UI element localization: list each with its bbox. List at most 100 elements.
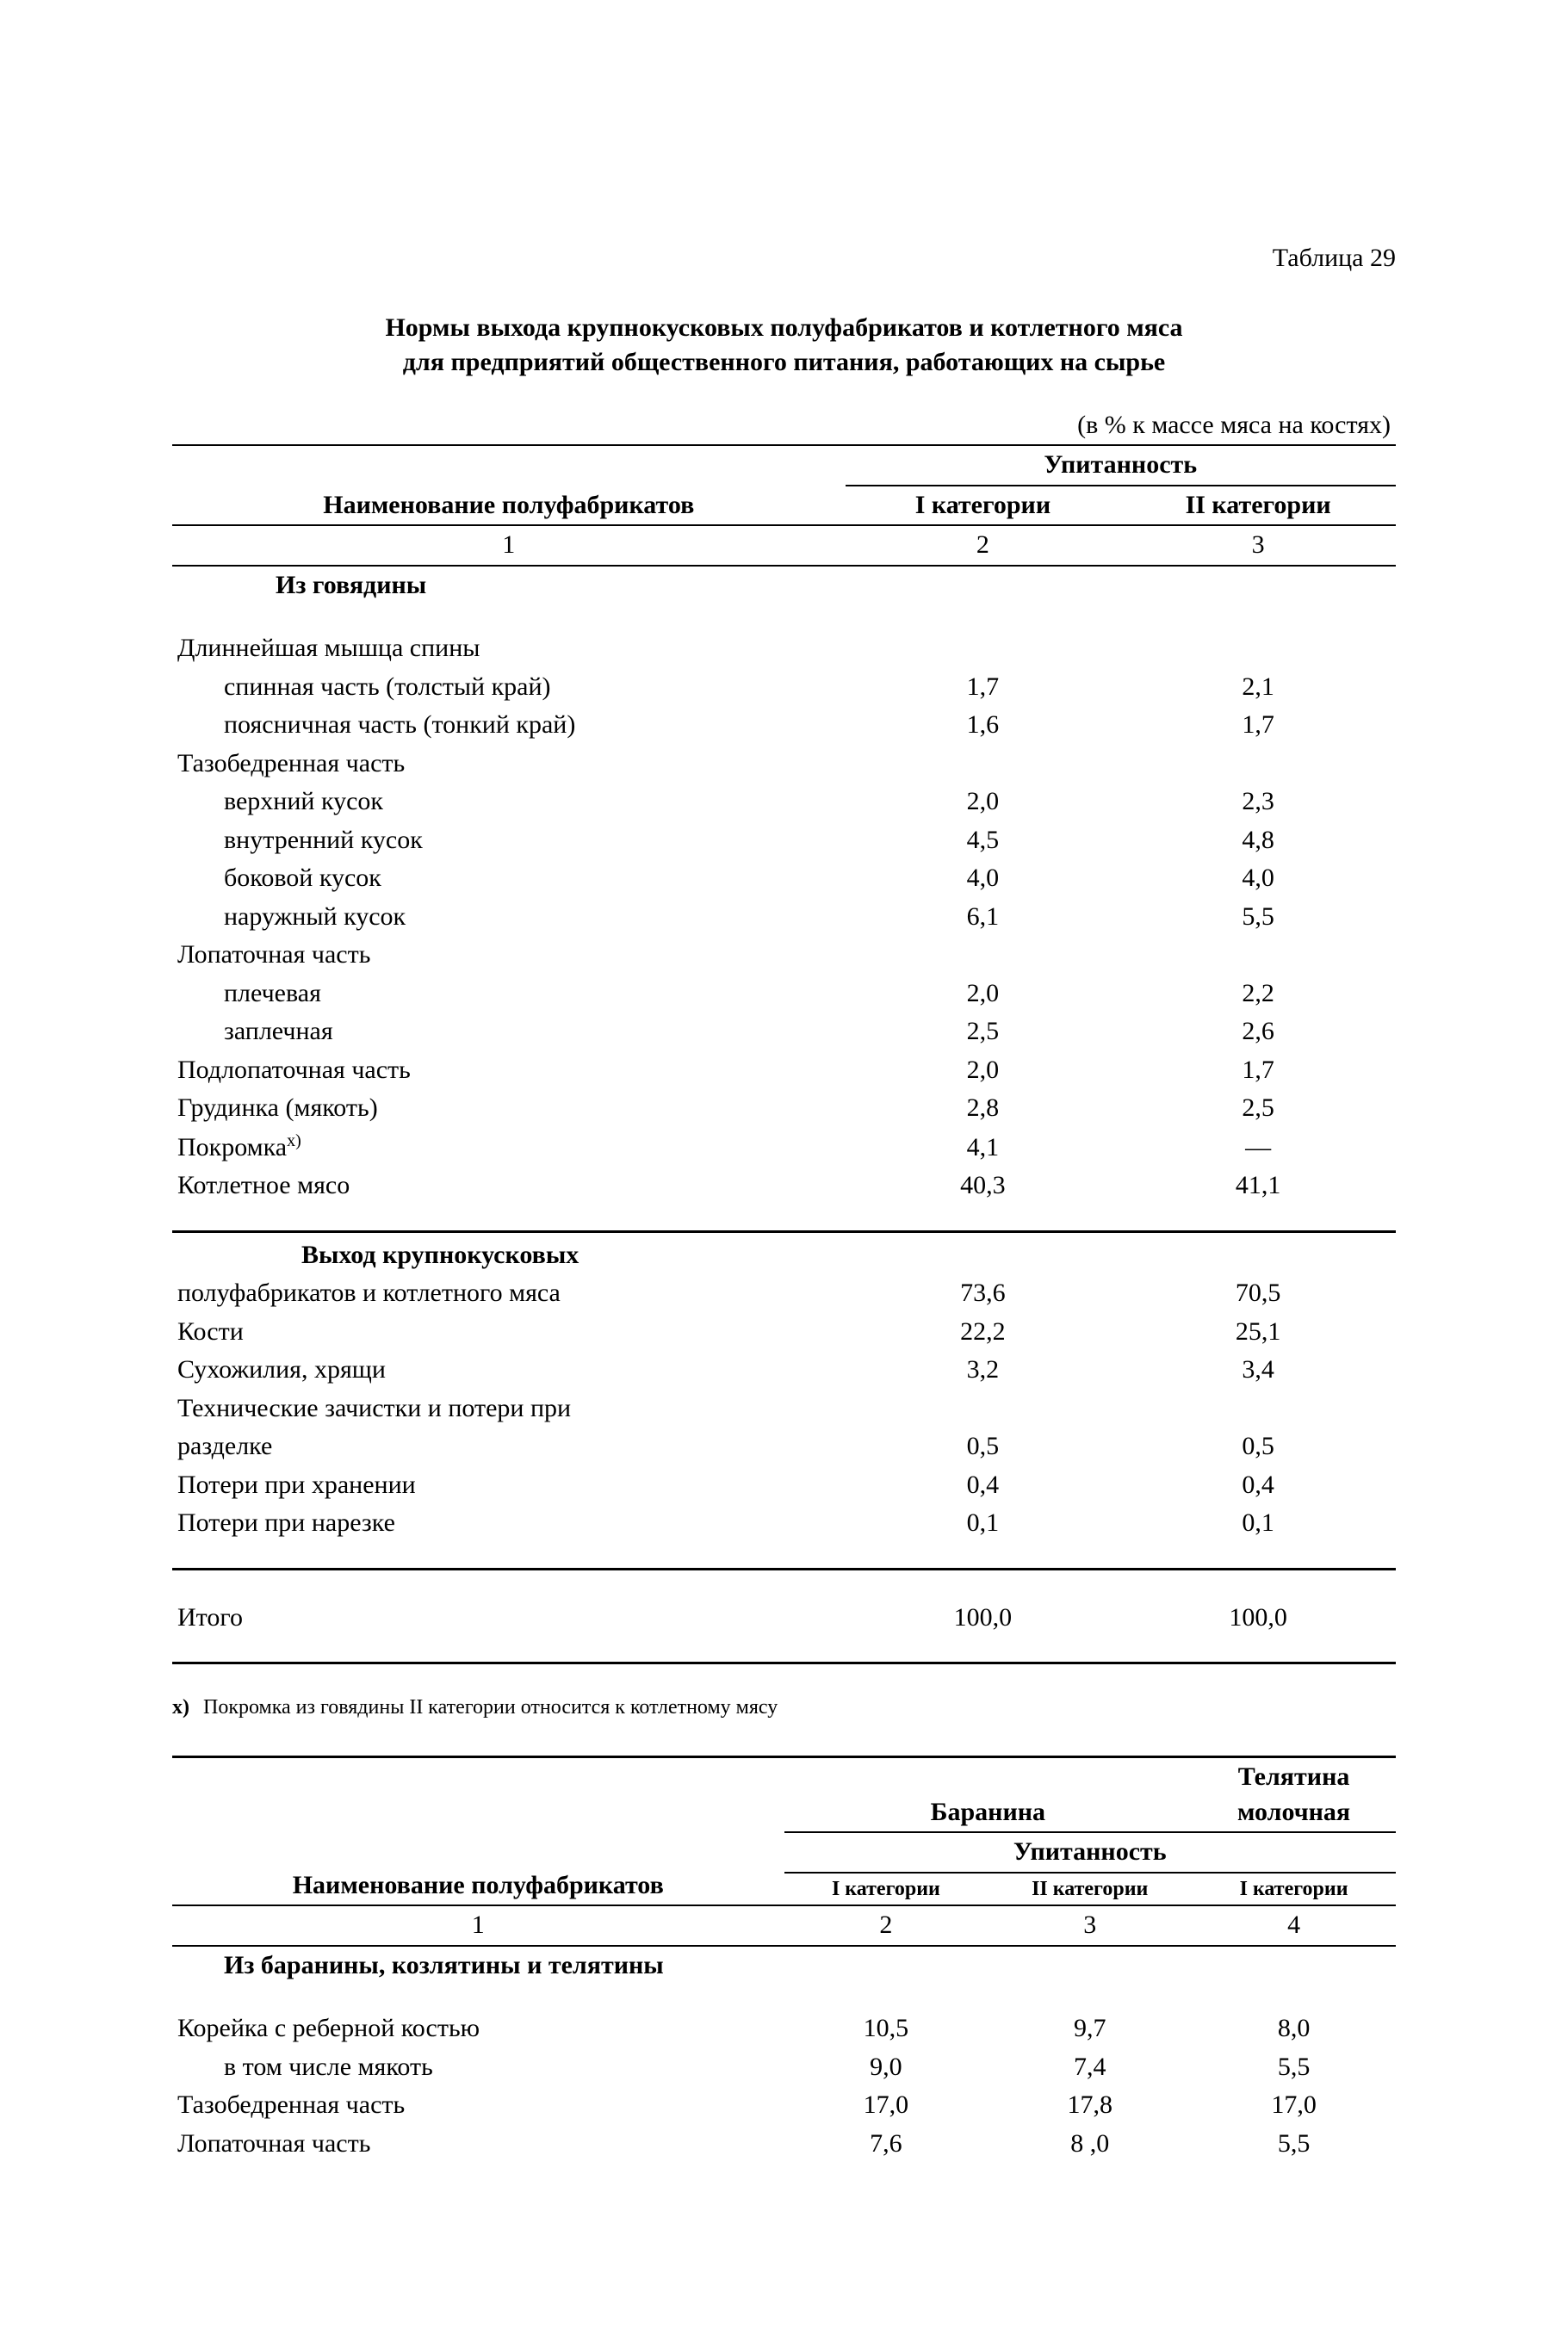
page: Таблица 29 Нормы выхода крупнокусковых п… xyxy=(0,0,1568,2335)
table-cell: 17,8 xyxy=(988,2086,1192,2125)
t2-section: Из баранины, козлятины и телятины xyxy=(172,1946,784,1985)
total-label: Итого xyxy=(172,1599,846,1638)
t2-th-top1: Баранина xyxy=(784,1757,1193,1833)
table-row-label: поясничная часть (тонкий край) xyxy=(172,706,846,745)
table-cell: 1,7 xyxy=(1120,706,1396,745)
table-cell: 0,5 xyxy=(1120,1428,1396,1466)
table-row-label: разделке xyxy=(172,1428,846,1466)
title-line2: для предприятий общественного питания, р… xyxy=(403,348,1166,376)
table-row-label: спинная часть (толстый край) xyxy=(172,668,846,707)
table-cell: 4,5 xyxy=(846,821,1121,860)
table-cell: 2,0 xyxy=(846,1051,1121,1090)
table-cell: 2,2 xyxy=(1120,975,1396,1013)
table-cell: 2,5 xyxy=(1120,1089,1396,1128)
table-cell: 0,1 xyxy=(1120,1504,1396,1543)
table-row-label: Потери при нарезке xyxy=(172,1504,846,1543)
t2-colnum-3: 3 xyxy=(988,1905,1192,1946)
section-output-1: Выход крупнокусковых xyxy=(172,1236,846,1275)
table-cell: 7,4 xyxy=(988,2048,1192,2087)
table-cell: 4,0 xyxy=(1120,859,1396,898)
table-cell: 4,0 xyxy=(846,859,1121,898)
table-row-label: Длиннейшая мышца спины xyxy=(172,629,846,668)
table-cell: 10,5 xyxy=(784,2010,989,2048)
table-cell: 0,4 xyxy=(846,1466,1121,1505)
table-row-label: заплечная xyxy=(172,1013,846,1051)
table-cell xyxy=(846,936,1121,975)
table-row-label: плечевая xyxy=(172,975,846,1013)
table-cell: 7,6 xyxy=(784,2125,989,2164)
table-row-label: Потери при хранении xyxy=(172,1466,846,1505)
table-row-label: Корейка с реберной костью xyxy=(172,2010,784,2048)
table-row-label: Кости xyxy=(172,1313,846,1352)
table-cell xyxy=(846,745,1121,783)
section-beef: Из говядины xyxy=(172,566,846,605)
table-row-label: Сухожилия, хрящи xyxy=(172,1351,846,1390)
table-row-label: Тазобедренная часть xyxy=(172,2086,784,2125)
table-row-label: Котлетное мясо xyxy=(172,1167,846,1205)
table-cell: — xyxy=(1120,1128,1396,1168)
t2-colnum-4: 4 xyxy=(1192,1905,1396,1946)
table-cell xyxy=(1120,936,1396,975)
table-row-label: верхний кусок xyxy=(172,783,846,821)
table-cell: 2,8 xyxy=(846,1089,1121,1128)
table-cell: 2,0 xyxy=(846,975,1121,1013)
title-line1: Нормы выхода крупнокусковых полуфабрикат… xyxy=(385,313,1182,342)
table-cell xyxy=(1120,745,1396,783)
table-row-label: Грудинка (мякоть) xyxy=(172,1089,846,1128)
total-v2: 100,0 xyxy=(1120,1599,1396,1638)
table-cell: 41,1 xyxy=(1120,1167,1396,1205)
table-cell: 9,0 xyxy=(784,2048,989,2087)
table-row-label: Подлопаточная часть xyxy=(172,1051,846,1090)
table-number: Таблица 29 xyxy=(172,241,1396,276)
table-cell: 5,5 xyxy=(1120,898,1396,937)
table-cell: 3,4 xyxy=(1120,1351,1396,1390)
t2-th-c1: I категории xyxy=(784,1873,989,1905)
t2-th-c3: I категории xyxy=(1192,1873,1396,1905)
t2-th-c2: II категории xyxy=(988,1873,1192,1905)
table-cell: 2,5 xyxy=(846,1013,1121,1051)
table-cell: 1,7 xyxy=(846,668,1121,707)
table-cell: 2,0 xyxy=(846,783,1121,821)
footnote: х) Покромка из говядины II категории отн… xyxy=(172,1694,1396,1721)
table-row-label: внутренний кусок xyxy=(172,821,846,860)
table-cell: 1,7 xyxy=(1120,1051,1396,1090)
table-cell: 8 ,0 xyxy=(988,2125,1192,2164)
table-row-label: наружный кусок xyxy=(172,898,846,937)
table-cell xyxy=(846,629,1121,668)
table-cell: 0,1 xyxy=(846,1504,1121,1543)
table-cell: 2,3 xyxy=(1120,783,1396,821)
table-cell: 4,8 xyxy=(1120,821,1396,860)
t2-th-group: Упитанность xyxy=(784,1832,1397,1873)
table-row-label: Лопаточная часть xyxy=(172,2125,784,2164)
table-cell: 6,1 xyxy=(846,898,1121,937)
section-output-2: полуфабрикатов и котлетного мяса xyxy=(172,1274,846,1313)
table-cell: 17,0 xyxy=(784,2086,989,2125)
table-row-label: Лопаточная часть xyxy=(172,936,846,975)
table-cell: 25,1 xyxy=(1120,1313,1396,1352)
table-row-label: Покромках) xyxy=(172,1128,846,1168)
unit-note: (в % к массе мяса на костях) xyxy=(846,406,1396,446)
t2-th-name: Наименование полуфабрикатов xyxy=(172,1757,784,1905)
table-row-label: боковой кусок xyxy=(172,859,846,898)
th-group: Упитанность xyxy=(846,445,1396,486)
table-row-label: Технические зачистки и потери при xyxy=(172,1390,846,1428)
t2-colnum-1: 1 xyxy=(172,1905,784,1946)
table-cell: 40,3 xyxy=(846,1167,1121,1205)
table-cell: 2,6 xyxy=(1120,1013,1396,1051)
table-row-label: в том числе мякоть xyxy=(172,2048,784,2087)
table-cell: 3,2 xyxy=(846,1351,1121,1390)
th-cat1: I категории xyxy=(846,486,1121,526)
table-cell: 5,5 xyxy=(1192,2125,1396,2164)
colnum-3: 3 xyxy=(1120,525,1396,566)
table-cell: 5,5 xyxy=(1192,2048,1396,2087)
output-v2-0: 70,5 xyxy=(1120,1274,1396,1313)
table-cell: 17,0 xyxy=(1192,2086,1396,2125)
colnum-1: 1 xyxy=(172,525,846,566)
table-cell: 22,2 xyxy=(846,1313,1121,1352)
th-name: Наименование полуфабрикатов xyxy=(172,445,846,525)
output-v1-0: 73,6 xyxy=(846,1274,1121,1313)
table-cell: 8,0 xyxy=(1192,2010,1396,2048)
total-v1: 100,0 xyxy=(846,1599,1121,1638)
footnote-mark: х) xyxy=(172,1696,189,1719)
footnote-text: Покромка из говядины II категории относи… xyxy=(203,1696,778,1719)
